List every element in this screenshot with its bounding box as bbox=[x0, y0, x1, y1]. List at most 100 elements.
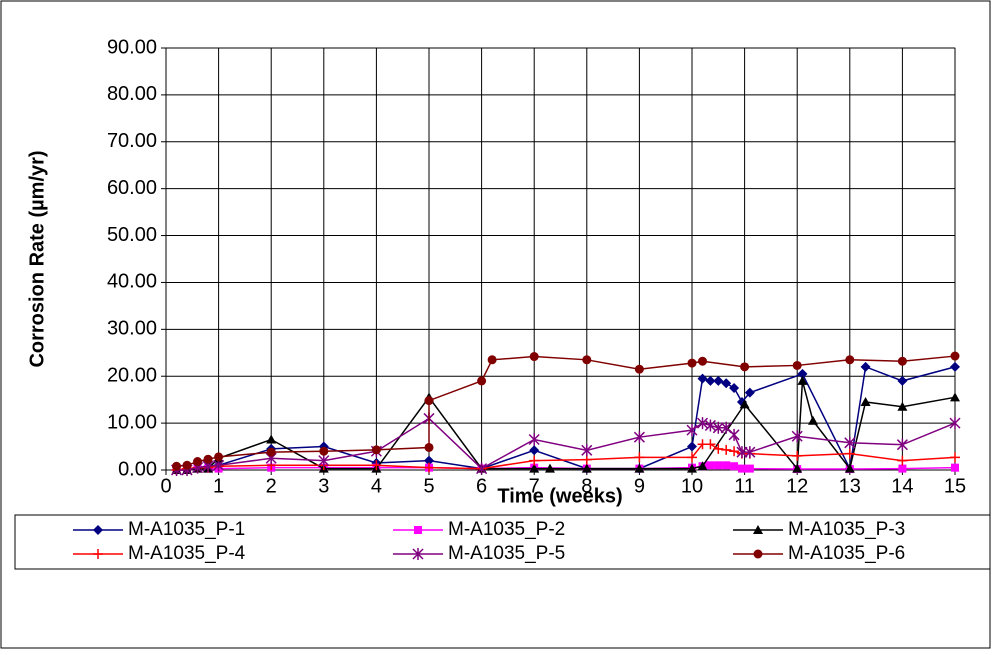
x-tick-label: 5 bbox=[423, 475, 434, 497]
marker bbox=[371, 445, 381, 455]
legend-marker bbox=[93, 549, 103, 559]
marker bbox=[714, 461, 723, 470]
y-tick-label: 10.00 bbox=[107, 411, 157, 433]
marker bbox=[730, 462, 739, 471]
marker bbox=[844, 436, 856, 449]
marker bbox=[182, 460, 192, 470]
marker bbox=[687, 463, 697, 473]
y-tick-label: 60.00 bbox=[107, 177, 157, 199]
marker bbox=[745, 464, 754, 473]
marker bbox=[214, 452, 224, 462]
marker bbox=[529, 455, 540, 466]
marker bbox=[424, 462, 434, 473]
marker bbox=[728, 428, 740, 441]
legend-label: M-A1035_P-6 bbox=[788, 543, 905, 564]
x-tick-label: 8 bbox=[581, 475, 592, 497]
x-tick-label: 4 bbox=[371, 475, 382, 497]
x-tick-label: 13 bbox=[839, 475, 861, 497]
legend-label: M-A1035_P-4 bbox=[128, 543, 246, 564]
marker bbox=[897, 455, 908, 466]
y-tick-label: 70.00 bbox=[107, 130, 157, 152]
marker bbox=[633, 431, 645, 444]
marker bbox=[897, 375, 908, 386]
legend-marker bbox=[753, 549, 763, 559]
marker bbox=[950, 351, 960, 361]
marker bbox=[729, 382, 740, 393]
marker bbox=[687, 358, 697, 368]
marker bbox=[697, 461, 708, 471]
marker bbox=[696, 417, 709, 430]
marker bbox=[712, 421, 724, 434]
marker bbox=[424, 455, 434, 466]
legend-marker bbox=[753, 525, 763, 534]
marker bbox=[704, 419, 716, 432]
y-tick-label: 0.00 bbox=[118, 458, 157, 480]
marker bbox=[950, 452, 960, 463]
marker bbox=[687, 452, 697, 463]
marker bbox=[744, 446, 756, 459]
x-tick-label: 12 bbox=[786, 475, 808, 497]
marker bbox=[713, 375, 724, 386]
marker bbox=[792, 450, 803, 461]
y-tick-label: 50.00 bbox=[107, 224, 157, 246]
marker bbox=[807, 415, 818, 425]
marker bbox=[729, 446, 740, 457]
marker bbox=[860, 361, 871, 372]
marker bbox=[736, 446, 748, 459]
marker bbox=[581, 454, 592, 465]
marker bbox=[737, 464, 746, 473]
marker bbox=[581, 444, 593, 457]
legend-marker bbox=[93, 525, 103, 535]
plot-area bbox=[165, 47, 956, 471]
marker bbox=[897, 401, 908, 411]
marker bbox=[318, 454, 330, 467]
legend-label: M-A1035_P-5 bbox=[448, 543, 565, 564]
marker bbox=[950, 361, 960, 372]
marker bbox=[705, 439, 716, 450]
marker bbox=[722, 461, 731, 470]
marker bbox=[705, 375, 716, 386]
marker bbox=[634, 452, 645, 463]
marker bbox=[898, 464, 907, 473]
marker bbox=[687, 441, 697, 452]
legend-label: M-A1035_P-2 bbox=[448, 519, 565, 540]
marker bbox=[860, 397, 871, 407]
x-tick-label: 3 bbox=[318, 475, 329, 497]
marker bbox=[529, 445, 540, 456]
marker bbox=[739, 399, 750, 409]
x-tick-label: 7 bbox=[529, 475, 540, 497]
legend-label: M-A1035_P-3 bbox=[788, 519, 905, 540]
x-tick-label: 10 bbox=[681, 475, 703, 497]
marker bbox=[797, 368, 808, 379]
legend-label: M-A1035_P-1 bbox=[128, 519, 245, 540]
marker bbox=[791, 430, 803, 443]
marker bbox=[698, 356, 708, 366]
marker bbox=[896, 438, 908, 451]
marker bbox=[713, 443, 724, 454]
marker bbox=[844, 463, 855, 473]
marker bbox=[193, 457, 203, 467]
marker bbox=[581, 463, 592, 473]
marker bbox=[697, 373, 708, 384]
y-axis-title: Corrosion Rate (µm/yr) bbox=[26, 150, 48, 367]
marker bbox=[477, 376, 487, 386]
y-tick-label: 90.00 bbox=[107, 36, 157, 58]
marker bbox=[897, 356, 907, 366]
marker bbox=[949, 417, 961, 430]
marker bbox=[950, 392, 960, 402]
marker bbox=[529, 463, 540, 473]
marker bbox=[706, 461, 715, 470]
marker bbox=[266, 434, 277, 444]
marker bbox=[797, 375, 808, 385]
marker bbox=[528, 433, 540, 446]
marker bbox=[172, 461, 182, 471]
x-tick-label: 11 bbox=[734, 475, 755, 497]
x-tick-label: 15 bbox=[944, 475, 966, 497]
marker bbox=[476, 462, 488, 475]
y-tick-label: 80.00 bbox=[107, 83, 157, 105]
x-tick-label: 6 bbox=[476, 475, 487, 497]
marker bbox=[634, 463, 645, 473]
y-tick-label: 40.00 bbox=[107, 271, 157, 293]
marker bbox=[582, 355, 592, 365]
